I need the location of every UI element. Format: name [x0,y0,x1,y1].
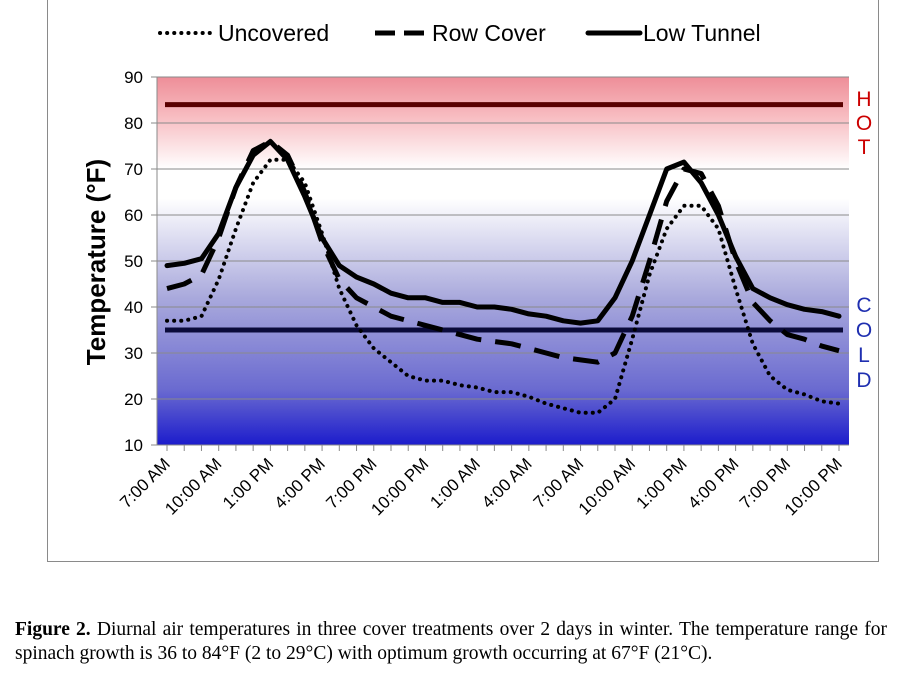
series-line-uncovered [165,157,841,415]
hot-label-letter: O [856,112,872,135]
x-tick-label: 1:00 PM [633,454,691,512]
cold-label-letter: C [856,294,871,317]
x-tick-label: 10:00 AM [161,454,225,518]
caption-text: Diurnal air temperatures in three cover … [15,619,887,664]
x-tick-label: 10:00 AM [575,454,639,518]
x-tick-label: 10:00 PM [781,454,846,519]
cold-label-letter: L [858,344,870,367]
legend-label-uncovered: Uncovered [218,20,329,46]
y-tick-label: 70 [124,160,143,179]
x-tick-label: 4:00 PM [271,454,329,512]
legend-label-row-cover: Row Cover [432,20,546,46]
x-tick-label: 10:00 PM [367,454,432,519]
legend: Uncovered Row Cover Low Tunnel [158,20,761,46]
y-tick-label: 10 [124,436,143,455]
cold-label-letter: D [856,369,871,392]
chart-frame [47,0,879,562]
hot-label-letter: T [858,136,871,159]
x-tick-label: 1:00 AM [426,454,484,512]
caption-label: Figure 2. [15,619,91,640]
y-tick-label: 30 [124,344,143,363]
x-tick-label: 4:00 PM [684,454,742,512]
y-tick-labels: 10 20 30 40 50 60 70 80 90 [124,68,143,455]
reference-lines [165,102,843,333]
y-tick-label: 50 [124,252,143,271]
x-tick-label: 4:00 AM [478,454,536,512]
hot-label-letter: H [856,88,871,111]
y-tick-label: 20 [124,390,143,409]
y-tick-label: 60 [124,206,143,225]
legend-label-low-tunnel: Low Tunnel [643,20,761,46]
y-tick-label: 40 [124,298,143,317]
figure-caption: Figure 2. Diurnal air temperatures in th… [15,618,887,666]
series-lines [164,138,842,415]
y-tick-label: 80 [124,114,143,133]
y-tick-label: 90 [124,68,143,87]
x-tick-label: 1:00 PM [219,454,277,512]
series-line-low-tunnel [164,138,842,326]
cold-label-letter: O [856,319,872,342]
y-axis-title: Temperature (°F) [81,159,111,365]
